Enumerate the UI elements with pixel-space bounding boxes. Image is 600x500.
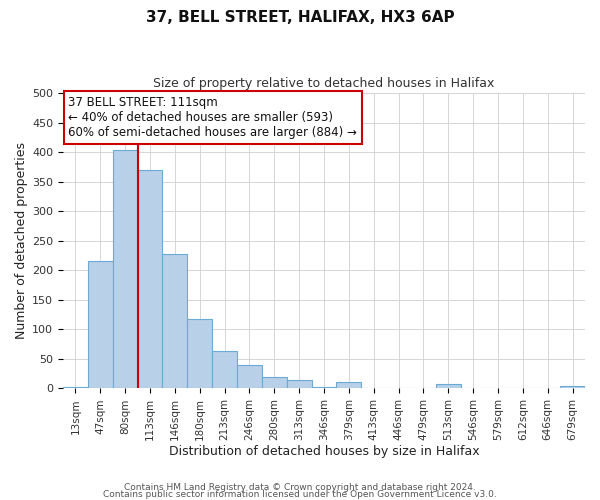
Text: Contains public sector information licensed under the Open Government Licence v3: Contains public sector information licen… bbox=[103, 490, 497, 499]
Bar bbox=[137, 170, 163, 388]
Bar bbox=[88, 262, 113, 388]
Bar bbox=[560, 386, 585, 388]
Text: Contains HM Land Registry data © Crown copyright and database right 2024.: Contains HM Land Registry data © Crown c… bbox=[124, 484, 476, 492]
Bar bbox=[163, 254, 187, 388]
Bar bbox=[187, 319, 212, 388]
Bar bbox=[287, 380, 311, 388]
Bar bbox=[212, 350, 237, 389]
X-axis label: Distribution of detached houses by size in Halifax: Distribution of detached houses by size … bbox=[169, 444, 479, 458]
Bar bbox=[237, 366, 262, 388]
Bar bbox=[262, 376, 287, 388]
Bar bbox=[436, 384, 461, 388]
Bar bbox=[311, 386, 337, 388]
Bar bbox=[337, 382, 361, 388]
Title: Size of property relative to detached houses in Halifax: Size of property relative to detached ho… bbox=[154, 78, 494, 90]
Y-axis label: Number of detached properties: Number of detached properties bbox=[15, 142, 28, 340]
Text: 37, BELL STREET, HALIFAX, HX3 6AP: 37, BELL STREET, HALIFAX, HX3 6AP bbox=[146, 10, 454, 25]
Bar bbox=[63, 386, 88, 388]
Bar bbox=[113, 150, 137, 388]
Text: 37 BELL STREET: 111sqm
← 40% of detached houses are smaller (593)
60% of semi-de: 37 BELL STREET: 111sqm ← 40% of detached… bbox=[68, 96, 357, 139]
